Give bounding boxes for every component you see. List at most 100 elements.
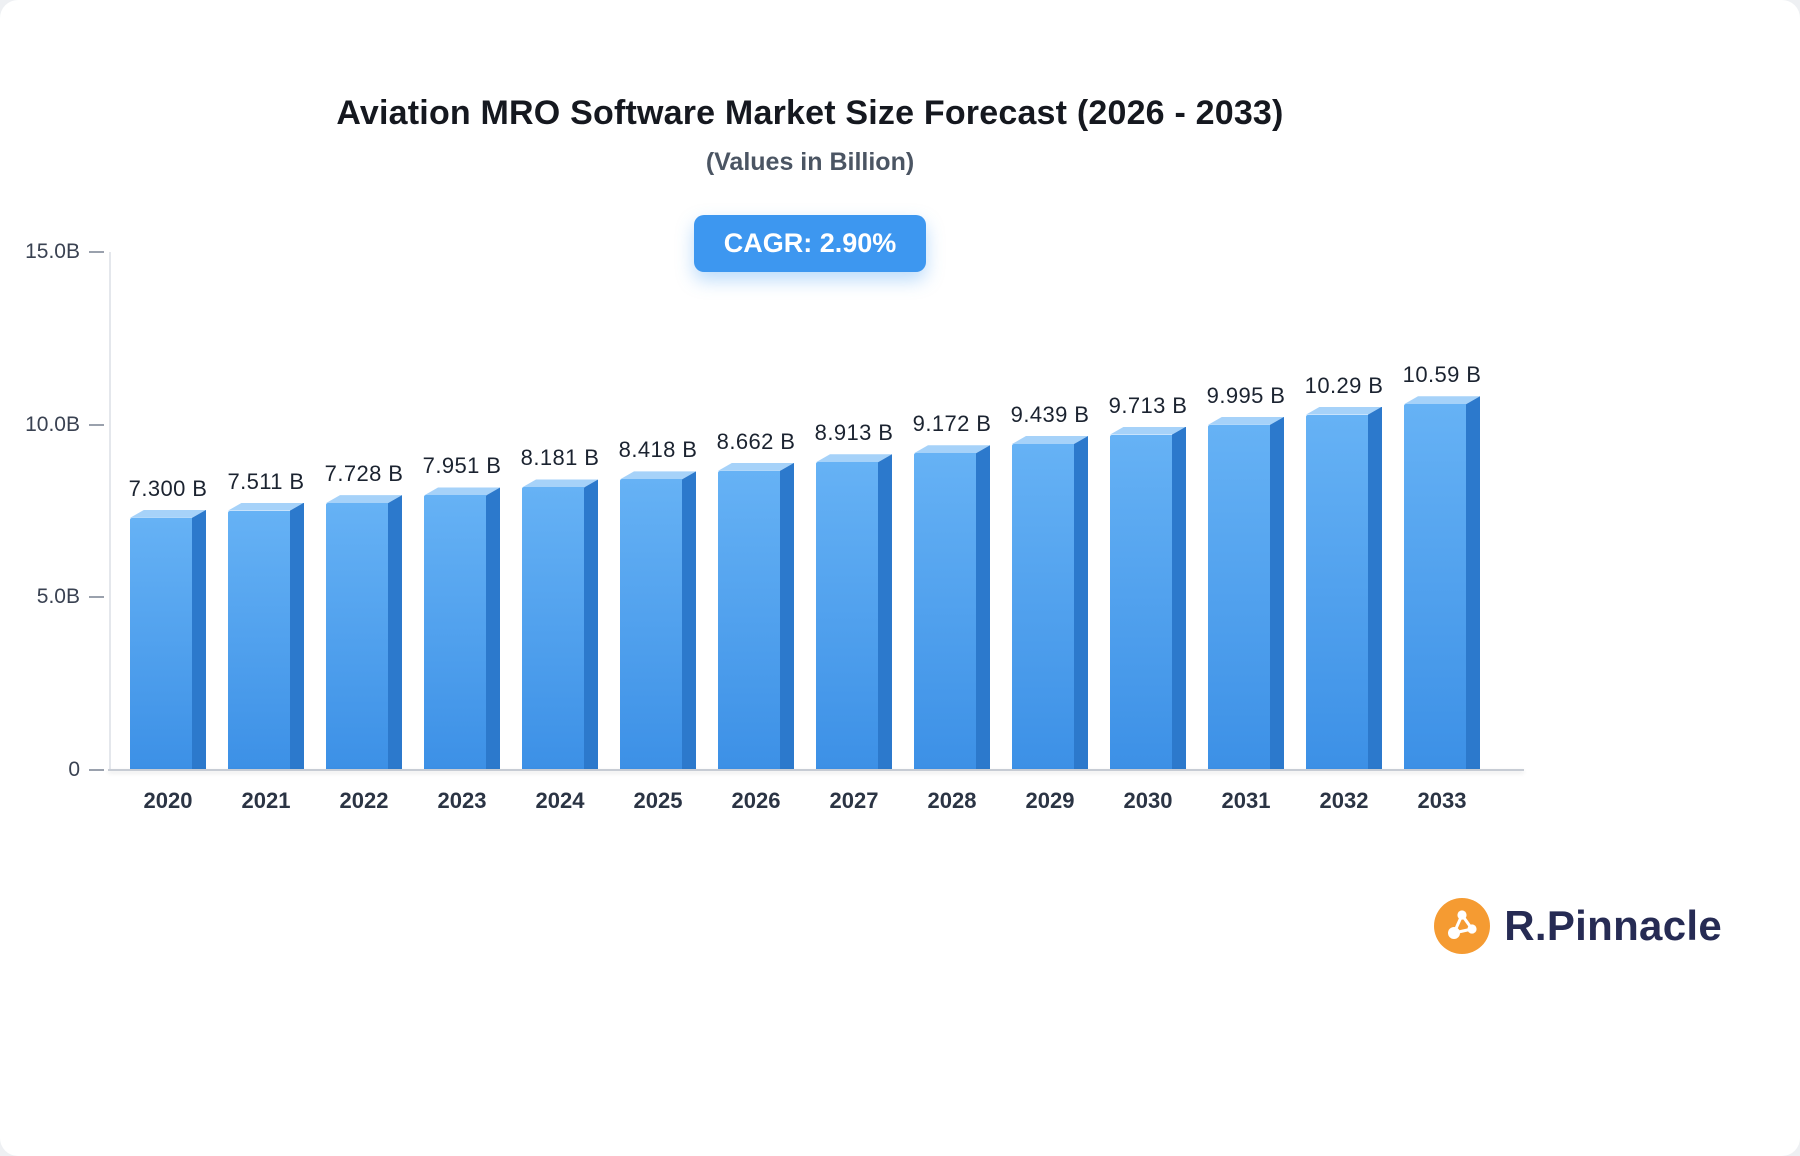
y-tick-mark xyxy=(89,423,104,426)
plot-area: 7.300 B 7.511 B 7.728 B 7.951 B 8.181 B 8.418… xyxy=(108,252,1524,771)
bar-value-label-2032: 10.29 B xyxy=(1304,372,1384,398)
bar-front-face xyxy=(816,462,878,770)
bar-side-face xyxy=(1270,416,1284,770)
x-axis-label-2027: 2027 xyxy=(829,788,879,813)
bar-value-label-2029: 9.439 B xyxy=(1010,402,1090,428)
x-axis-line xyxy=(108,769,1524,771)
bar-top-face xyxy=(1110,426,1186,435)
bar-top-face xyxy=(1012,436,1088,445)
y-tick-10.0B: 10.0B xyxy=(0,413,104,437)
bar-top-face xyxy=(228,502,304,511)
x-axis-label-2024: 2024 xyxy=(535,788,585,813)
bar-2022: 7.728 B xyxy=(325,461,403,770)
bar-front-face xyxy=(522,487,584,770)
y-tick-label: 0 xyxy=(68,758,80,781)
bar-2026: 8.662 B xyxy=(717,429,795,770)
x-axis-label-2032: 2032 xyxy=(1319,788,1369,813)
bar-2032: 10.29 B xyxy=(1305,373,1383,770)
x-axis-label-2028: 2028 xyxy=(927,788,977,813)
bar-value-label-2023: 7.951 B xyxy=(422,453,502,479)
bar-front-face xyxy=(1110,434,1172,770)
bar-top-face xyxy=(130,509,206,518)
bar-front-face xyxy=(1012,444,1074,770)
bar-side-face xyxy=(1368,406,1382,770)
bar-value-label-2030: 9.713 B xyxy=(1108,392,1188,418)
y-tick-5.0B: 5.0B xyxy=(0,585,104,609)
bar-2021: 7.511 B xyxy=(227,469,304,770)
bar-2025: 8.418 B xyxy=(619,437,697,770)
bar-2030: 9.713 B xyxy=(1109,393,1187,770)
bar-side-face xyxy=(584,479,598,770)
brand-name: R.Pinnacle xyxy=(1504,902,1722,949)
bar-value-label-2028: 9.172 B xyxy=(912,411,992,437)
bar-front-face xyxy=(424,495,486,770)
x-axis-labels: 2020 2021 2022 2023 2024 2025 2026 2027 2028 2029… xyxy=(110,788,1520,828)
bar-top-face xyxy=(1208,416,1284,425)
bar-side-face xyxy=(976,445,990,770)
bar-value-label-2027: 8.913 B xyxy=(814,420,894,446)
bar-value-label-2024: 8.181 B xyxy=(520,445,600,471)
bars-container: 7.300 B 7.511 B 7.728 B 7.951 B 8.181 B 8.418… xyxy=(110,252,1520,770)
bar-top-face xyxy=(1404,396,1480,405)
bar-front-face xyxy=(130,517,192,770)
x-axis-label-2030: 2030 xyxy=(1123,788,1173,813)
bar-front-face xyxy=(620,479,682,770)
x-axis-label-2022: 2022 xyxy=(339,788,389,813)
bar-value-label-2021: 7.511 B xyxy=(227,468,305,494)
x-axis-label-2025: 2025 xyxy=(633,788,683,813)
bar-side-face xyxy=(1074,436,1088,770)
bar-2028: 9.172 B xyxy=(913,411,991,770)
y-tick-15.0B: 15.0B xyxy=(0,240,104,264)
bar-top-face xyxy=(522,479,598,488)
brand-logo: R.Pinnacle xyxy=(1434,898,1722,954)
y-tick-label: 10.0B xyxy=(25,412,80,436)
bar-2027: 8.913 B xyxy=(815,420,893,770)
bar-top-face xyxy=(816,454,892,463)
bar-front-face xyxy=(326,503,388,770)
bar-value-label-2025: 8.418 B xyxy=(618,437,698,463)
bar-top-face xyxy=(620,471,696,480)
x-axis-label-2031: 2031 xyxy=(1221,788,1271,813)
bar-top-face xyxy=(424,487,500,496)
bar-side-face xyxy=(780,462,794,770)
bar-2031: 9.995 B xyxy=(1207,383,1285,770)
x-axis-label-2020: 2020 xyxy=(143,788,193,813)
y-tick-mark xyxy=(89,596,104,599)
bar-2033: 10.59 B xyxy=(1403,362,1481,770)
bar-front-face xyxy=(228,510,290,770)
x-axis-label-2026: 2026 xyxy=(731,788,781,813)
bar-front-face xyxy=(914,453,976,770)
bar-side-face xyxy=(682,471,696,770)
bar-value-label-2026: 8.662 B xyxy=(716,428,796,454)
bar-side-face xyxy=(388,495,402,770)
bar-side-face xyxy=(486,487,500,770)
bar-top-face xyxy=(326,495,402,504)
x-axis-label-2023: 2023 xyxy=(437,788,487,813)
cagr-badge: CAGR: 2.90% xyxy=(693,215,927,272)
brand-network-icon xyxy=(1434,898,1491,954)
bar-value-label-2033: 10.59 B xyxy=(1402,362,1482,388)
chart-subtitle: (Values in Billion) xyxy=(705,148,915,176)
bar-top-face xyxy=(718,462,794,471)
bar-side-face xyxy=(878,454,892,770)
bar-value-label-2031: 9.995 B xyxy=(1206,382,1286,408)
x-axis-label-2029: 2029 xyxy=(1025,788,1075,813)
bar-front-face xyxy=(1306,414,1368,770)
chart-title: Aviation MRO Software Market Size Foreca… xyxy=(336,94,1284,132)
y-tick-label: 15.0B xyxy=(25,240,80,263)
bar-value-label-2020: 7.300 B xyxy=(128,475,208,501)
bar-front-face xyxy=(718,470,780,770)
x-axis-label-2021: 2021 xyxy=(241,788,291,813)
bar-2024: 8.181 B xyxy=(521,445,599,770)
y-tick-0: 0 xyxy=(0,758,104,782)
y-tick-label: 5.0B xyxy=(36,585,80,609)
bar-top-face xyxy=(914,445,990,454)
bar-side-face xyxy=(1466,396,1480,770)
y-tick-mark xyxy=(89,769,104,771)
bar-top-face xyxy=(1306,406,1382,415)
bar-2023: 7.951 B xyxy=(423,453,501,770)
chart-header: Aviation MRO Software Market Size Foreca… xyxy=(0,0,1620,272)
y-axis-line xyxy=(109,252,111,770)
bar-front-face xyxy=(1404,404,1466,770)
